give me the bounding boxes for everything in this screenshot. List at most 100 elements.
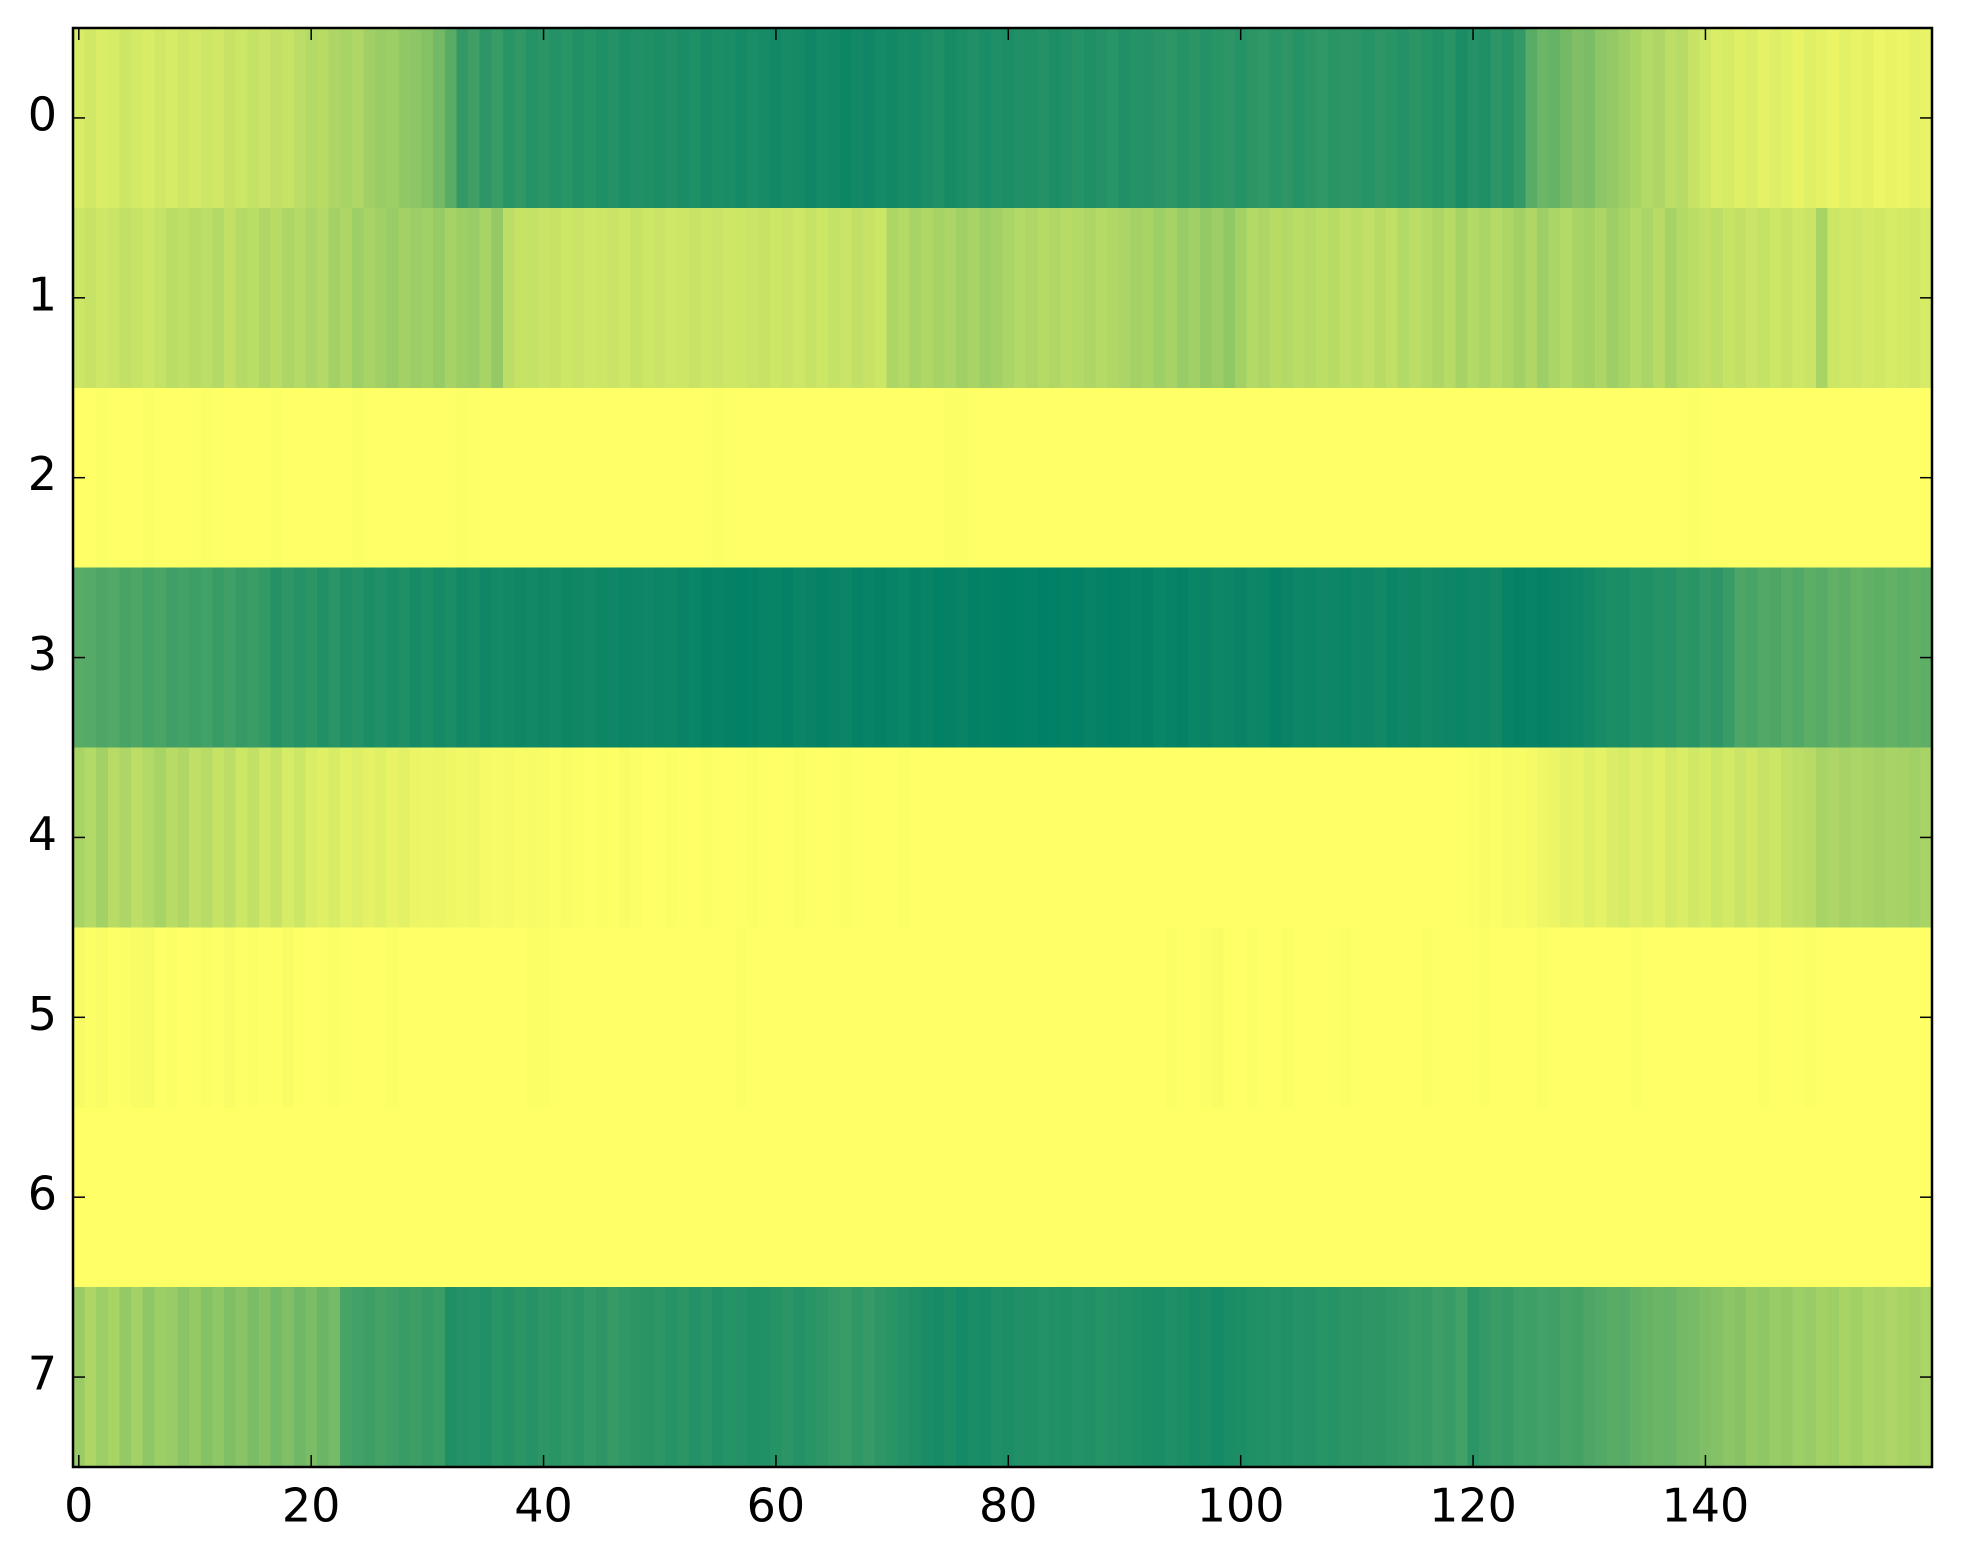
heatmap-cell	[1862, 387, 1875, 569]
heatmap-cell	[1118, 387, 1131, 569]
heatmap-cell	[758, 747, 771, 928]
heatmap-cell	[549, 567, 562, 749]
heatmap-cell	[979, 567, 992, 749]
heatmap-cell	[1850, 927, 1863, 1108]
heatmap-cell	[1699, 207, 1712, 389]
heatmap-cell	[351, 1107, 365, 1288]
heatmap-cell	[165, 927, 179, 1108]
heatmap-cell	[1839, 207, 1852, 389]
heatmap-cell	[1711, 207, 1724, 389]
heatmap-cell	[1746, 747, 1759, 928]
heatmap-cell	[735, 1287, 748, 1468]
heatmap-cell	[874, 387, 887, 569]
heatmap-cell	[1502, 747, 1515, 928]
heatmap-cell	[688, 1287, 702, 1468]
heatmap-cell	[1432, 1287, 1445, 1468]
heatmap-cell	[630, 567, 643, 749]
heatmap-cell	[1885, 747, 1898, 928]
heatmap-cell	[1281, 387, 1294, 569]
heatmap-cell	[1211, 207, 1224, 389]
heatmap-cell	[1060, 747, 1073, 928]
heatmap-cell	[746, 1107, 760, 1288]
heatmap-cell	[84, 927, 97, 1108]
y-tick-label: 5	[28, 987, 57, 1041]
heatmap-cell	[1025, 567, 1038, 749]
heatmap-cell	[316, 747, 330, 928]
heatmap-cell	[700, 207, 713, 389]
heatmap-cell	[1571, 207, 1585, 389]
heatmap-cell	[700, 1107, 713, 1288]
heatmap-cell	[1513, 927, 1526, 1108]
heatmap-cell	[200, 1287, 214, 1468]
heatmap-cell	[96, 207, 109, 389]
heatmap-cell	[1513, 1287, 1526, 1468]
heatmap-cell	[1107, 1107, 1120, 1288]
heatmap-cell	[1269, 927, 1282, 1108]
heatmap-cell	[386, 1287, 399, 1468]
heatmap-cell	[1815, 747, 1829, 928]
heatmap-cell	[363, 387, 376, 569]
heatmap-cell	[572, 567, 585, 749]
heatmap-cell	[1676, 927, 1689, 1108]
heatmap-cell	[421, 28, 434, 209]
heatmap-cell	[1513, 207, 1526, 389]
heatmap-cell	[1641, 207, 1654, 389]
heatmap-cell	[1839, 1287, 1852, 1468]
heatmap-cell	[1211, 28, 1224, 209]
heatmap-cell	[340, 28, 353, 209]
heatmap-cell	[351, 28, 365, 209]
heatmap-cell	[1792, 927, 1805, 1108]
heatmap-cell	[781, 207, 794, 389]
heatmap-cell	[1339, 387, 1352, 569]
heatmap-cell	[514, 387, 527, 569]
heatmap-cell	[967, 207, 980, 389]
heatmap-cell	[1269, 387, 1282, 569]
heatmap-cell	[874, 207, 887, 389]
heatmap-cell	[1664, 747, 1677, 928]
heatmap-cell	[293, 747, 306, 928]
heatmap-cell	[560, 387, 574, 569]
heatmap-cell	[1467, 387, 1480, 569]
heatmap-cell	[1502, 387, 1515, 569]
heatmap-cell	[1107, 747, 1120, 928]
heatmap-cell	[549, 28, 562, 209]
heatmap-cell	[1258, 927, 1271, 1108]
heatmap-cell	[1339, 1287, 1352, 1468]
heatmap-cell	[1048, 927, 1062, 1108]
heatmap-cell	[1118, 207, 1131, 389]
heatmap-cell	[886, 387, 899, 569]
heatmap-cell	[235, 567, 248, 749]
heatmap-cell	[1362, 387, 1375, 569]
heatmap-cell	[1711, 747, 1724, 928]
heatmap-cell	[421, 387, 434, 569]
heatmap-cell	[1711, 28, 1724, 209]
heatmap-cell	[1444, 927, 1457, 1108]
heatmap-cell	[1757, 927, 1770, 1108]
heatmap-cell	[1769, 28, 1782, 209]
heatmap-cell	[642, 207, 655, 389]
heatmap-cell	[630, 1107, 643, 1288]
heatmap-cell	[1432, 567, 1445, 749]
heatmap-cell	[1304, 1287, 1317, 1468]
heatmap-cell	[1083, 387, 1097, 569]
heatmap-cell	[1699, 927, 1712, 1108]
heatmap-cell	[839, 207, 853, 389]
heatmap-cell	[1130, 28, 1143, 209]
heatmap-cell	[1316, 1287, 1329, 1468]
heatmap-cell	[816, 28, 829, 209]
heatmap-cell	[560, 747, 574, 928]
heatmap-cell	[1595, 927, 1608, 1108]
heatmap-cell	[119, 747, 132, 928]
heatmap-cell	[560, 28, 574, 209]
heatmap-cell	[386, 28, 399, 209]
heatmap-cell	[270, 207, 283, 389]
heatmap-cell	[1107, 28, 1120, 209]
heatmap-cell	[897, 1107, 911, 1288]
heatmap-cell	[1583, 567, 1596, 749]
heatmap-cell	[1478, 747, 1492, 928]
heatmap-cell	[1606, 747, 1619, 928]
heatmap	[73, 28, 1933, 1468]
heatmap-cell	[1176, 927, 1189, 1108]
heatmap-cell	[1780, 28, 1794, 209]
x-tick-label: 60	[747, 1479, 806, 1533]
